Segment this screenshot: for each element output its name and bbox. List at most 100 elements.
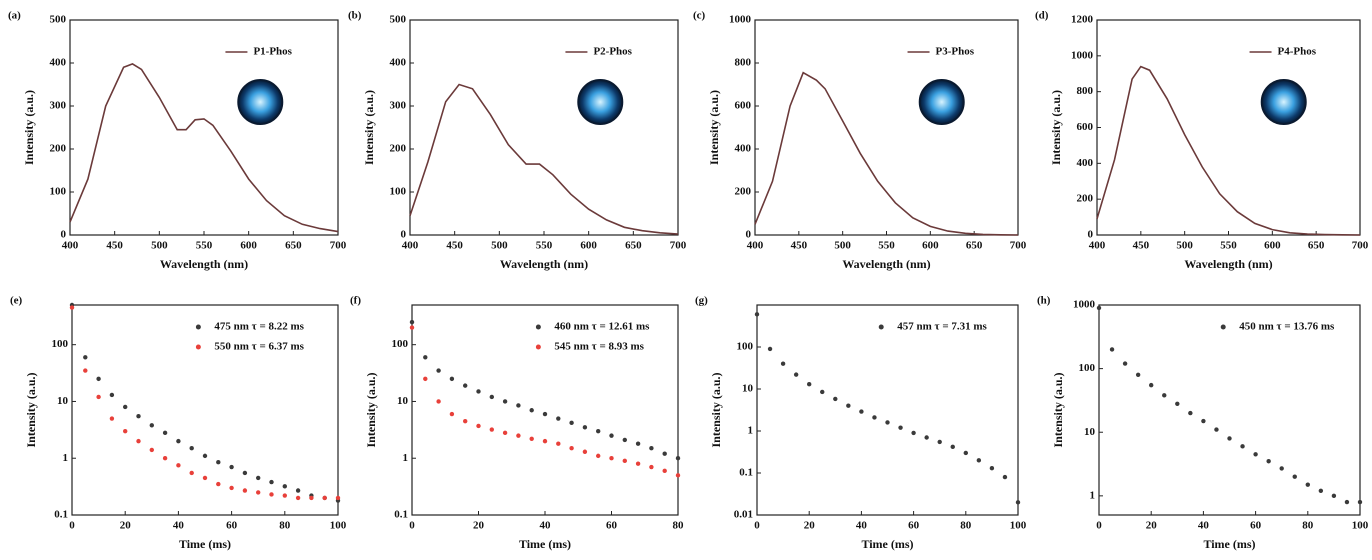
legend-swatch — [195, 344, 201, 350]
decay-point — [529, 408, 534, 413]
panel: (a) 400 450 500 550 600 650 700 0 100 200 300 400 500… — [8, 10, 347, 271]
decay-point — [229, 464, 234, 470]
legend-label: P3-Phos — [936, 46, 975, 58]
x-tick-label: 400 — [402, 240, 419, 252]
decay-point — [1227, 436, 1232, 441]
decay-point — [309, 495, 314, 501]
decay-point — [423, 376, 428, 382]
x-tick-label: 80 — [1302, 520, 1314, 532]
decay-point — [149, 423, 154, 428]
y-tick-label: 1000 — [1071, 49, 1094, 61]
x-tick-label: 550 — [536, 240, 553, 252]
decay-point — [136, 413, 141, 419]
decay-point — [911, 430, 916, 436]
y-axis-label: Intensity (a.u.) — [1051, 372, 1065, 447]
decay-point — [807, 382, 812, 387]
y-tick-label: 0 — [746, 229, 752, 241]
decay-point — [269, 492, 274, 497]
decay-point — [202, 453, 208, 459]
legend-label: P4-Phos — [1278, 46, 1317, 58]
x-tick-label: 80 — [960, 520, 972, 532]
decay-point — [1109, 347, 1115, 352]
y-tick-label: 0.01 — [734, 509, 753, 521]
decay-point — [542, 438, 548, 444]
y-tick-label: 100 — [390, 186, 407, 198]
decay-point — [556, 416, 561, 421]
decay-point — [529, 436, 534, 441]
x-tick-label: 700 — [1352, 240, 1369, 252]
decay-point — [1175, 401, 1180, 406]
decay-point — [1214, 427, 1219, 432]
decay-point — [989, 466, 995, 471]
legend-label: 475 nm τ = 8.22 ms — [214, 321, 304, 333]
decay-point — [898, 425, 903, 430]
x-tick-label: 60 — [226, 520, 238, 532]
decay-point — [322, 495, 327, 501]
legend-label: P1-Phos — [253, 46, 292, 58]
decay-point — [1135, 372, 1141, 377]
x-tick-label: 0 — [69, 520, 75, 532]
x-tick-label: 550 — [878, 240, 895, 252]
legend-swatch — [878, 324, 884, 330]
y-tick-label: 400 — [390, 57, 407, 69]
decay-point — [754, 312, 760, 317]
decay-point — [295, 495, 301, 501]
plot-frame — [1098, 304, 1361, 516]
decay-point — [885, 420, 890, 425]
decay-point — [609, 456, 614, 461]
decay-point — [409, 319, 415, 325]
legend-label: 550 nm τ = 6.37 ms — [214, 341, 304, 353]
decay-point — [950, 444, 955, 450]
x-tick-label: 450 — [446, 240, 463, 252]
x-tick-label: 20 — [120, 520, 132, 532]
legend-label: 450 nm τ = 13.76 ms — [1239, 321, 1335, 333]
x-tick-label: 550 — [1220, 240, 1237, 252]
x-tick-label: 450 — [1133, 240, 1150, 252]
y-tick-label: 1 — [1090, 489, 1096, 501]
spectrum-line — [69, 63, 339, 233]
x-tick-label: 0 — [1096, 520, 1102, 532]
x-tick-label: 20 — [804, 520, 816, 532]
x-tick-label: 20 — [1146, 520, 1158, 532]
x-axis-label: Time (ms) — [1203, 537, 1255, 551]
decay-point — [649, 446, 654, 451]
decay-point — [1266, 459, 1271, 464]
panel-label: (a) — [8, 10, 21, 22]
decay-point — [556, 441, 561, 446]
decay-point — [963, 450, 968, 456]
decay-point — [242, 488, 248, 493]
decay-point — [489, 427, 494, 432]
decay-point — [256, 475, 261, 481]
decay-point — [872, 415, 877, 420]
y-tick-label: 1 — [748, 425, 754, 437]
y-tick-label: 500 — [50, 14, 67, 26]
decay-point — [476, 389, 481, 394]
decay-point — [463, 383, 468, 388]
decay-point — [502, 399, 508, 404]
x-tick-label: 700 — [330, 240, 347, 252]
panel: (h) 0 20 40 60 80 100 1 10 100 1000 Time (ms) Intens… — [1037, 295, 1369, 551]
decay-point — [675, 456, 681, 461]
y-axis-label: Intensity (a.u.) — [707, 90, 721, 165]
decay-point — [189, 470, 194, 476]
x-tick-label: 40 — [856, 520, 868, 532]
y-tick-label: 0.1 — [739, 467, 753, 479]
x-tick-label: 20 — [473, 520, 485, 532]
y-tick-label: 1200 — [1071, 14, 1094, 26]
y-tick-label: 1 — [63, 452, 69, 464]
x-tick-label: 500 — [491, 240, 508, 252]
y-axis-label: Intensity (a.u.) — [24, 372, 38, 447]
legend-label: 545 nm τ = 8.93 ms — [554, 341, 644, 353]
decay-point — [516, 403, 521, 408]
plot-frame — [69, 19, 339, 236]
x-tick-label: 600 — [240, 240, 257, 252]
decay-point — [449, 376, 455, 382]
x-tick-label: 400 — [62, 240, 79, 252]
decay-point — [649, 464, 654, 470]
legend-swatch — [535, 324, 541, 330]
decay-point — [516, 433, 521, 438]
x-tick-label: 400 — [747, 240, 764, 252]
decay-point — [675, 473, 681, 478]
decay-point — [436, 368, 441, 373]
decay-point — [1253, 452, 1258, 457]
